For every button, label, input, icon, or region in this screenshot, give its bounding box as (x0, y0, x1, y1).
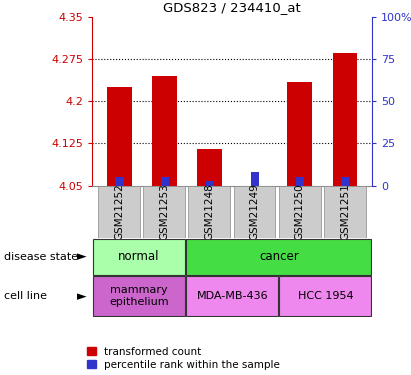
Text: GSM21251: GSM21251 (340, 183, 350, 240)
Text: cancer: cancer (259, 251, 299, 263)
FancyBboxPatch shape (186, 239, 372, 275)
Bar (296, 177, 304, 186)
Bar (206, 181, 214, 186)
FancyBboxPatch shape (93, 276, 185, 316)
Text: mammary
epithelium: mammary epithelium (109, 285, 169, 307)
FancyBboxPatch shape (93, 239, 185, 275)
Bar (152, 76, 177, 186)
FancyBboxPatch shape (189, 186, 231, 238)
Text: GSM21253: GSM21253 (159, 183, 170, 240)
FancyBboxPatch shape (324, 186, 366, 238)
Title: GDS823 / 234410_at: GDS823 / 234410_at (163, 2, 301, 14)
FancyBboxPatch shape (279, 276, 372, 316)
FancyBboxPatch shape (143, 186, 185, 238)
Bar (161, 177, 169, 186)
Text: HCC 1954: HCC 1954 (298, 291, 353, 301)
Text: cell line: cell line (4, 291, 47, 301)
Bar (251, 172, 259, 186)
Text: GSM21250: GSM21250 (295, 184, 305, 240)
FancyBboxPatch shape (233, 186, 275, 238)
Text: disease state: disease state (4, 252, 78, 262)
Bar (332, 53, 357, 186)
Text: GSM21249: GSM21249 (250, 183, 260, 240)
Bar (341, 177, 349, 186)
FancyBboxPatch shape (279, 186, 321, 238)
Bar (197, 149, 222, 186)
Text: ►: ► (77, 251, 87, 263)
Legend: transformed count, percentile rank within the sample: transformed count, percentile rank withi… (88, 346, 280, 370)
Bar (287, 81, 312, 186)
Bar (115, 177, 124, 186)
Text: ►: ► (77, 290, 87, 303)
Bar (107, 87, 132, 186)
Text: GSM21248: GSM21248 (205, 183, 215, 240)
FancyBboxPatch shape (98, 186, 140, 238)
Text: GSM21252: GSM21252 (115, 183, 125, 240)
Text: MDA-MB-436: MDA-MB-436 (196, 291, 268, 301)
Text: normal: normal (118, 251, 160, 263)
FancyBboxPatch shape (186, 276, 278, 316)
